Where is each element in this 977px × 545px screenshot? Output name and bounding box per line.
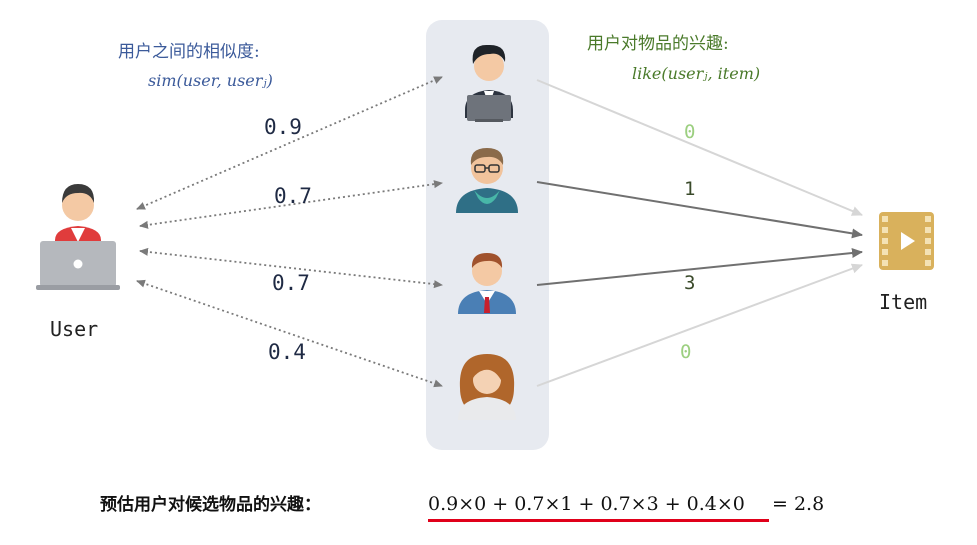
item-interest-title: 用户对物品的兴趣: <box>587 34 729 54</box>
interest-value-3: 3 <box>684 272 695 294</box>
similar-user-3-avatar <box>458 253 516 314</box>
user-label: User <box>50 317 98 341</box>
similar-user-1-avatar <box>465 44 513 122</box>
similar-user-4-avatar <box>458 354 516 420</box>
similarity-value-2: 0.7 <box>274 184 312 208</box>
similarity-value-1: 0.9 <box>264 115 302 139</box>
similarity-value-3: 0.7 <box>272 271 310 295</box>
interest-value-2: 1 <box>684 178 695 200</box>
interest-value-1: 0 <box>684 121 695 143</box>
item-film-icon <box>879 212 934 270</box>
similar-user-2-avatar <box>456 148 518 213</box>
interest-edge-1 <box>536 79 863 216</box>
similarity-arrow-3 <box>139 247 443 289</box>
item-interest-formula: like(userⱼ, item) <box>632 64 760 83</box>
similarity-arrow-2 <box>139 180 443 229</box>
formula-underline <box>428 519 769 522</box>
interest-edge-4 <box>536 263 863 387</box>
interest-value-4: 0 <box>680 341 691 363</box>
similarity-arrow-4 <box>136 279 443 388</box>
formula-result: = 2.8 <box>772 493 824 515</box>
user-similarity-title: 用户之间的相似度: <box>118 42 260 62</box>
formula-expression: 0.9×0 + 0.7×1 + 0.7×3 + 0.4×0 <box>428 493 745 515</box>
interest-edge-3 <box>536 248 863 286</box>
interest-edge-2 <box>536 181 863 239</box>
similar-users-panel <box>426 20 549 450</box>
item-label: Item <box>879 290 927 314</box>
formula-label: 预估用户对候选物品的兴趣： <box>100 494 321 515</box>
user-similarity-formula: sim(user, userⱼ) <box>148 71 273 90</box>
target-user-avatar <box>36 184 120 290</box>
similarity-value-4: 0.4 <box>268 340 306 364</box>
